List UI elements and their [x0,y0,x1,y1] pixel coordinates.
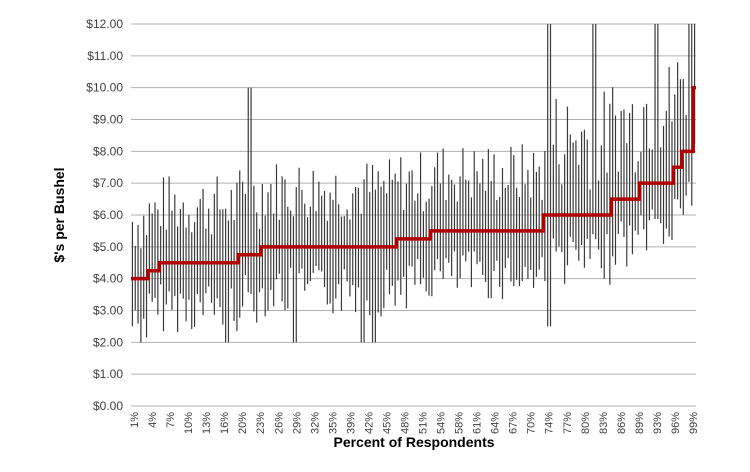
x-tick-label: 67% [508,412,520,434]
x-tick-label: 32% [309,412,321,434]
x-tick-label: 83% [598,412,610,434]
x-tick-label: 58% [454,412,466,434]
y-tick-label: $3.00 [93,304,123,318]
x-tick-label: 23% [255,412,267,434]
x-tick-label: 1% [129,412,141,428]
x-tick-label: 20% [237,412,249,434]
x-tick-label: 45% [381,412,393,434]
x-tick-label: 64% [490,412,502,434]
respondent-ranges [131,24,696,343]
y-tick-label: $2.00 [93,335,123,349]
x-tick-label: 29% [291,412,303,434]
x-tick-label: 48% [399,412,411,434]
x-tick-label: 35% [327,412,339,434]
x-tick-label: 74% [544,412,556,434]
median-price-line [131,85,696,281]
y-tick-label: $0.00 [93,399,123,413]
x-axis-ticks: 1% 4% 7% 10% 13% 16% 20% 23% 26% 29% 32% 35% 39% 42% 4… [129,412,700,434]
x-tick-label: 70% [526,412,538,434]
x-tick-label: 7% [165,412,177,428]
x-tick-label: 42% [363,412,375,434]
y-tick-label: $9.00 [93,113,123,127]
x-tick-label: 99% [688,412,700,434]
y-axis-ticks: $0.00 $1.00 $2.00 $3.00 $4.00 $5.00 $6.00 $7.00… [86,17,123,413]
x-tick-label: 10% [183,412,195,434]
x-tick-label: 93% [652,412,664,434]
y-tick-label: $10.00 [86,81,123,95]
y-axis-title: $'s per Bushel [51,167,67,262]
y-tick-label: $12.00 [86,17,123,31]
x-tick-label: 61% [472,412,484,434]
y-tick-label: $11.00 [87,49,123,63]
y-tick-label: $6.00 [93,208,123,222]
x-tick-label: 39% [345,412,357,434]
x-tick-label: 26% [273,412,285,434]
y-tick-label: $8.00 [93,144,123,158]
y-tick-label: $4.00 [93,272,123,286]
x-tick-label: 77% [562,412,574,434]
x-axis-title: Percent of Respondents [333,434,494,450]
y-tick-label: $5.00 [93,240,123,254]
y-tick-label: $1.00 [93,367,123,381]
x-tick-label: 96% [670,412,682,434]
y-tick-label: $7.00 [93,176,123,190]
x-tick-label: 80% [580,412,592,434]
x-tick-label: 89% [634,412,646,434]
x-tick-label: 51% [418,412,430,434]
x-tick-label: 4% [147,412,159,428]
x-tick-label: 16% [219,412,231,434]
x-tick-label: 54% [436,412,448,434]
x-tick-label: 86% [616,412,628,434]
x-tick-label: 13% [201,412,213,434]
